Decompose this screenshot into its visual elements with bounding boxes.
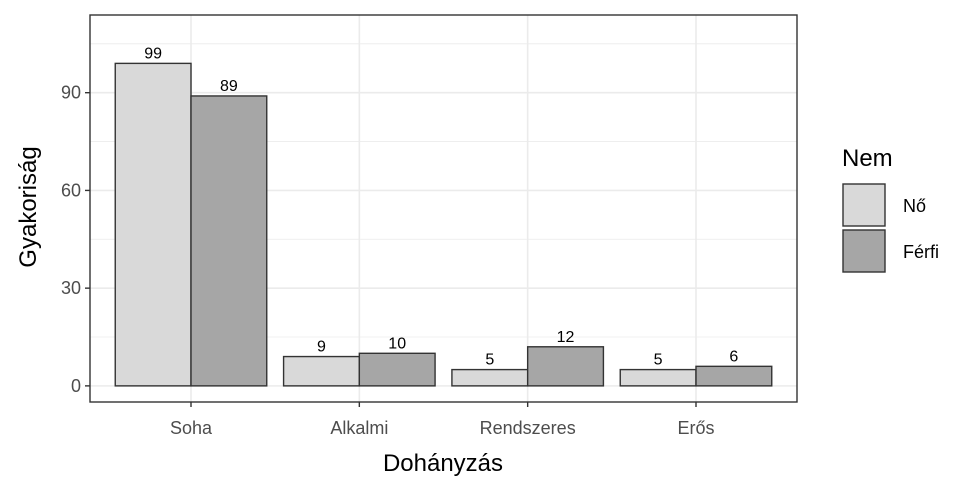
x-axis-title: Dohányzás bbox=[383, 450, 503, 477]
bar-value-label: 9 bbox=[317, 339, 326, 356]
data-labels: 99 89 9 10 5 12 5 6 bbox=[144, 45, 738, 368]
axes: 0 30 60 90 Soha Alkalmi Rendszeres Erős bbox=[61, 83, 715, 438]
y-axis-title: Gyakoriság bbox=[15, 146, 42, 267]
bar bbox=[114, 62, 192, 387]
bar bbox=[282, 355, 361, 387]
bar bbox=[526, 346, 605, 387]
legend-label: Férfi bbox=[903, 242, 939, 262]
legend-title: Nem bbox=[842, 145, 893, 172]
legend-key bbox=[842, 229, 886, 273]
bar bbox=[451, 368, 529, 387]
bar-value-label: 99 bbox=[144, 45, 162, 62]
y-tick-label: 90 bbox=[61, 83, 81, 103]
y-tick-label: 0 bbox=[71, 376, 81, 396]
bar-value-label: 10 bbox=[388, 335, 406, 352]
y-tick-label: 60 bbox=[61, 180, 81, 200]
bar bbox=[695, 365, 773, 387]
legend-label: Nő bbox=[903, 196, 926, 216]
bar-value-label: 5 bbox=[654, 352, 663, 369]
x-tick-label: Rendszeres bbox=[480, 418, 576, 438]
bar bbox=[358, 352, 436, 387]
x-tick-label: Soha bbox=[170, 418, 213, 438]
bar-value-label: 5 bbox=[485, 352, 494, 369]
bar-value-label: 6 bbox=[729, 348, 738, 365]
legend-key bbox=[842, 183, 886, 227]
bar-value-label: 12 bbox=[557, 329, 575, 346]
y-tick-label: 30 bbox=[61, 278, 81, 298]
x-tick-label: Erős bbox=[677, 418, 714, 438]
legend: Nem Nő Férfi bbox=[842, 145, 939, 273]
bars bbox=[114, 62, 773, 387]
panel-border bbox=[89, 14, 798, 403]
x-tick-label: Alkalmi bbox=[330, 418, 388, 438]
bar bbox=[190, 95, 268, 387]
bar bbox=[619, 368, 697, 387]
bar-value-label: 89 bbox=[220, 78, 238, 95]
